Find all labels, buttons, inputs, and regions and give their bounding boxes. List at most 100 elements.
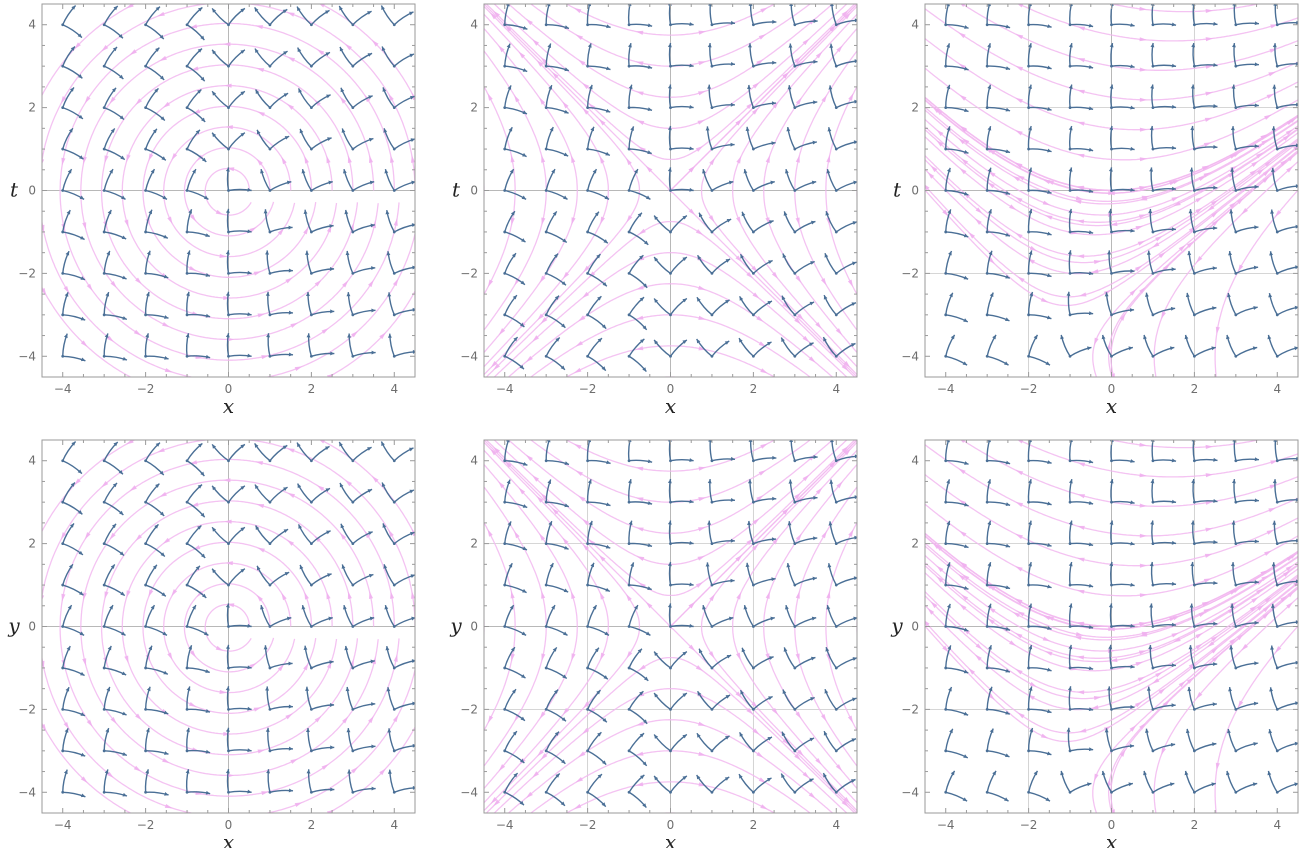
streamline-arrow xyxy=(1151,242,1160,248)
vector-arrowhead xyxy=(552,211,557,216)
streamline-arrow xyxy=(582,727,590,735)
vector-glyph xyxy=(303,645,334,670)
vector-arrowhead xyxy=(1047,584,1052,589)
vector-arrowhead xyxy=(1109,520,1114,525)
streamline-arrow xyxy=(498,764,506,772)
x-tick-label: 4 xyxy=(832,382,840,396)
vector-arrowhead xyxy=(603,239,608,244)
vector-glyph xyxy=(102,523,125,557)
vector-arrowhead xyxy=(854,535,857,540)
vector-glyph xyxy=(225,167,252,192)
vector-glyph xyxy=(299,128,332,151)
vector-glyph xyxy=(102,87,125,121)
vector-arrowhead xyxy=(263,209,268,214)
vector-arrowhead xyxy=(1068,167,1073,172)
streamline-arrow xyxy=(541,590,546,599)
x-axis-label: x xyxy=(1106,830,1117,848)
vector-arrowhead xyxy=(1228,687,1233,692)
vector-glyph xyxy=(544,4,570,30)
vector-arrowhead xyxy=(596,254,601,259)
vector-arrowhead xyxy=(1107,686,1111,691)
vector-arrowhead xyxy=(851,343,856,347)
streamline-arrow xyxy=(772,101,779,109)
streamline-arrow xyxy=(915,146,922,153)
vector-arrow xyxy=(986,4,991,25)
streamline-arrow xyxy=(321,764,329,770)
streamline-arrow xyxy=(698,30,707,35)
vector-arrowhead xyxy=(197,525,202,530)
streamline-arrow xyxy=(104,155,109,164)
streamline-arrow xyxy=(695,145,704,152)
vector-arrowhead xyxy=(511,689,516,694)
vector-arrowhead xyxy=(1272,520,1277,525)
vector-arrowhead xyxy=(707,84,712,89)
plot-area xyxy=(42,440,415,813)
vector-arrowhead xyxy=(339,5,343,11)
streamline-arrow xyxy=(1205,64,1214,69)
vector-arrowhead xyxy=(783,647,788,652)
vector-glyph xyxy=(185,565,207,599)
vector-arrowhead xyxy=(639,338,645,344)
vector-arrowhead xyxy=(212,49,217,55)
vector-arrowhead xyxy=(702,169,706,174)
streamline-arrow xyxy=(1075,632,1084,637)
vector-arrowhead xyxy=(240,91,245,96)
x-tick-label: −4 xyxy=(496,382,514,396)
streamline xyxy=(856,626,857,644)
vector-arrowhead xyxy=(1146,250,1151,255)
vector-arrowhead xyxy=(1128,782,1133,787)
vector-arrowhead xyxy=(201,553,206,558)
vector-glyph xyxy=(1027,478,1052,506)
vector-arrowhead xyxy=(743,605,748,610)
vector-arrowhead xyxy=(1171,458,1177,463)
vector-arrowhead xyxy=(1144,292,1149,297)
streamline-arrow xyxy=(1134,265,1143,272)
y-tick-label: 2 xyxy=(470,537,478,551)
vector-arrowhead xyxy=(266,333,271,338)
vector-arrowhead xyxy=(639,774,645,780)
y-tick-label: 0 xyxy=(470,620,478,634)
vector-glyph xyxy=(61,86,84,120)
streamline-arrow xyxy=(1205,527,1213,532)
vector-arrowhead xyxy=(1226,292,1231,298)
vector-arrowhead xyxy=(200,76,205,82)
vector-glyph xyxy=(1226,292,1258,317)
vector-glyph xyxy=(1184,334,1216,358)
streamline-arrow xyxy=(219,689,228,694)
vector-arrowhead xyxy=(328,180,333,185)
streamline-arrow xyxy=(257,749,266,754)
vector-glyph xyxy=(1189,167,1218,192)
streamline-arrow xyxy=(1249,169,1257,176)
vector-arrow xyxy=(1069,440,1073,461)
streamline-arrow xyxy=(765,155,770,163)
streamline-arrow xyxy=(476,41,482,48)
vector-arrowhead xyxy=(811,616,817,621)
vector-glyph xyxy=(385,209,415,234)
streamline-arrow xyxy=(257,111,265,117)
vector-arrowhead xyxy=(411,616,415,621)
vector-glyph xyxy=(544,168,568,200)
vector-arrowhead xyxy=(946,603,951,609)
vector-arrowhead xyxy=(563,152,569,157)
vector-arrowhead xyxy=(963,754,968,758)
vector-arrowhead xyxy=(1060,770,1065,776)
streamline-arrow xyxy=(510,653,515,662)
vector-arrowhead xyxy=(643,719,648,724)
streamline xyxy=(856,610,857,627)
vector-glyph xyxy=(784,604,817,628)
streamline-arrow xyxy=(339,532,347,540)
y-tick-label: 4 xyxy=(470,454,478,468)
streamline-arrow xyxy=(126,154,131,162)
vector-arrowhead xyxy=(563,588,569,593)
vector-arrowhead xyxy=(159,34,164,40)
vector-arrowhead xyxy=(288,788,294,793)
vector-arrowhead xyxy=(78,510,83,515)
streamline-arrow xyxy=(1205,8,1214,14)
streamline-arrow xyxy=(514,530,520,539)
vector-arrowhead xyxy=(1107,250,1111,255)
vector-arrowhead xyxy=(113,5,118,11)
vector-arrowhead xyxy=(1047,667,1052,672)
vector-arrowhead xyxy=(371,744,376,749)
vector-glyph xyxy=(702,168,734,192)
vector-arrowhead xyxy=(344,209,349,215)
